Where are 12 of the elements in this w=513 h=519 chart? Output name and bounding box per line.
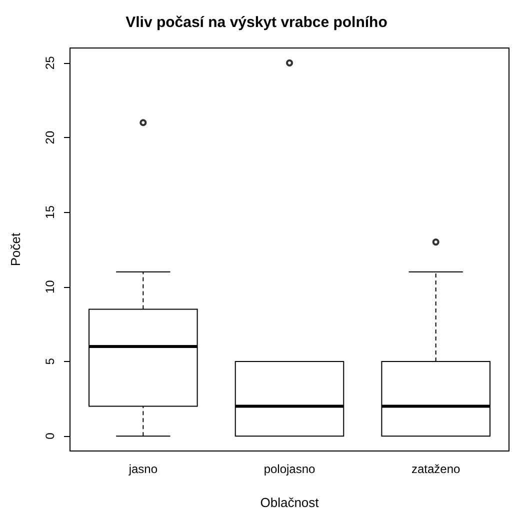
y-tick-label: 0 xyxy=(43,432,57,440)
y-tick-label: 5 xyxy=(43,358,57,365)
y-tick-label: 25 xyxy=(43,56,57,70)
x-tick-label: polojasno xyxy=(264,462,316,476)
x-tick-label: zataženo xyxy=(411,462,461,476)
chart-title: Vliv počasí na výskyt vrabce polního xyxy=(126,14,388,31)
x-axis-title: Oblačnost xyxy=(260,495,320,510)
y-axis-title: Počet xyxy=(8,232,23,266)
y-tick-label: 10 xyxy=(43,280,57,294)
x-tick-label: jasno xyxy=(128,462,158,476)
y-tick-label: 15 xyxy=(43,205,57,219)
y-tick-label: 20 xyxy=(43,130,57,144)
